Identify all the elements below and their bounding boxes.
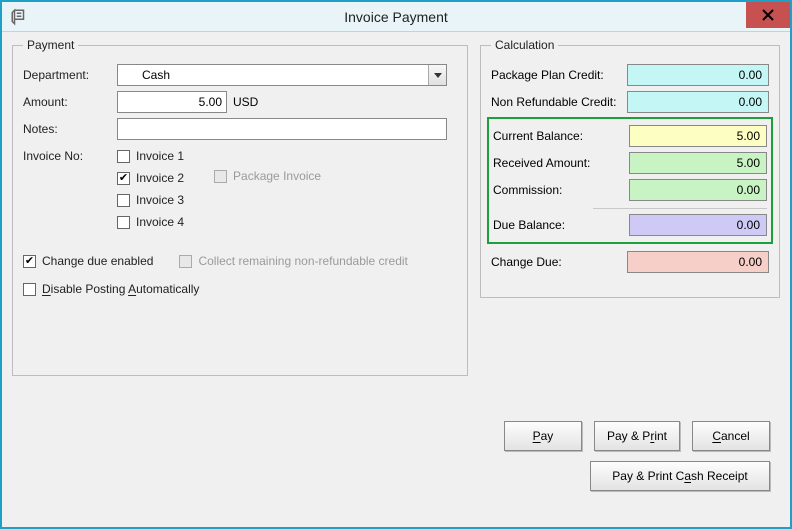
notes-label: Notes:: [23, 122, 117, 136]
invoice-1-checkbox[interactable]: [117, 150, 130, 163]
pay-button[interactable]: Pay: [504, 421, 582, 451]
button-area: Pay Pay & Print Cancel Pay & Print Cash …: [504, 421, 770, 491]
invoice-list: Invoice 1 Invoice 2 Invoice 3 Invoi: [117, 147, 184, 231]
invoice-payment-window: Invoice Payment Payment Department: Cash: [0, 0, 792, 529]
currency-label: USD: [233, 95, 258, 109]
current-balance-label: Current Balance:: [493, 129, 629, 143]
department-dropdown[interactable]: Cash: [117, 64, 447, 86]
close-icon: [762, 9, 774, 21]
calc-separator: [593, 208, 767, 209]
package-plan-label: Package Plan Credit:: [491, 68, 627, 82]
chevron-down-icon: [428, 65, 446, 85]
disable-posting-checkbox[interactable]: [23, 283, 36, 296]
collect-nonref-checkbox: [179, 255, 192, 268]
nonref-value: 0.00: [627, 91, 769, 113]
notes-input[interactable]: [117, 118, 447, 140]
window-body: Payment Department: Cash Amount: USD Not…: [2, 32, 790, 527]
commission-value: 0.00: [629, 179, 767, 201]
amount-label: Amount:: [23, 95, 117, 109]
pay-print-cash-receipt-button[interactable]: Pay & Print Cash Receipt: [590, 461, 770, 491]
window-title: Invoice Payment: [2, 9, 790, 25]
package-invoice-checkbox: [214, 170, 227, 183]
pay-print-button[interactable]: Pay & Print: [594, 421, 680, 451]
payment-legend: Payment: [23, 38, 78, 52]
calc-highlight: Current Balance: 5.00 Received Amount: 5…: [487, 117, 773, 244]
collect-nonref-label: Collect remaining non-refundable credit: [198, 254, 407, 268]
invoice-3-checkbox[interactable]: [117, 194, 130, 207]
due-balance-value: 0.00: [629, 214, 767, 236]
invoice-3-label: Invoice 3: [136, 193, 184, 207]
close-button[interactable]: [746, 2, 790, 28]
commission-label: Commission:: [493, 183, 629, 197]
package-invoice-label: Package Invoice: [233, 169, 321, 183]
disable-posting-label: Disable Posting Automatically: [42, 282, 199, 296]
calculation-group: Calculation Package Plan Credit: 0.00 No…: [480, 38, 780, 298]
calculation-legend: Calculation: [491, 38, 558, 52]
department-value: Cash: [142, 68, 170, 82]
payment-group: Payment Department: Cash Amount: USD Not…: [12, 38, 468, 376]
invoice-2-label: Invoice 2: [136, 171, 184, 185]
current-balance-value: 5.00: [629, 125, 767, 147]
invoice-2-checkbox[interactable]: [117, 172, 130, 185]
invoice-1-label: Invoice 1: [136, 149, 184, 163]
received-amount-value: 5.00: [629, 152, 767, 174]
change-due-enabled-label: Change due enabled: [42, 254, 153, 268]
department-label: Department:: [23, 68, 117, 82]
titlebar: Invoice Payment: [2, 2, 790, 32]
nonref-label: Non Refundable Credit:: [491, 95, 627, 109]
app-icon: [10, 8, 28, 26]
package-plan-value: 0.00: [627, 64, 769, 86]
invoice-4-checkbox[interactable]: [117, 216, 130, 229]
invoice-4-label: Invoice 4: [136, 215, 184, 229]
change-due-label: Change Due:: [491, 255, 627, 269]
amount-input[interactable]: [117, 91, 227, 113]
change-due-value: 0.00: [627, 251, 769, 273]
due-balance-label: Due Balance:: [493, 218, 629, 232]
cancel-button[interactable]: Cancel: [692, 421, 770, 451]
invoice-no-label: Invoice No:: [23, 147, 117, 163]
received-amount-label: Received Amount:: [493, 156, 629, 170]
change-due-enabled-checkbox[interactable]: [23, 255, 36, 268]
